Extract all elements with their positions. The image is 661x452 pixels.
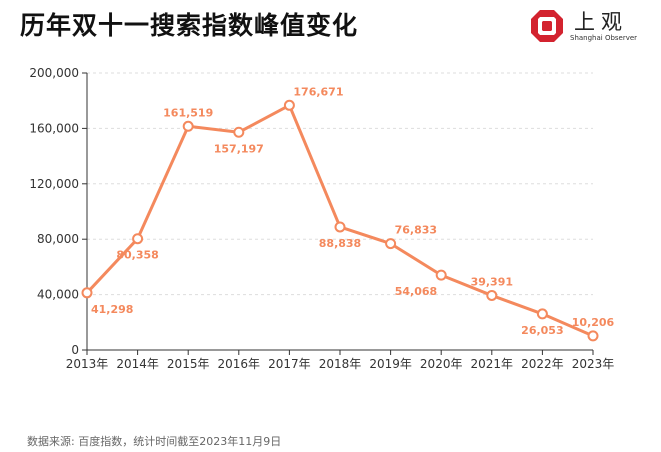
data-label: 161,519 xyxy=(163,106,213,119)
data-labels: 41,298 80,358 161,519 157,197 176,671 88,838 7… xyxy=(91,85,615,337)
y-tick-label: 160,000 xyxy=(29,121,79,135)
axes: 0 40,000 80,000 120,000 160,000 200,000 2013年 2… xyxy=(29,66,614,371)
data-label: 41,298 xyxy=(91,303,133,316)
data-label: 157,197 xyxy=(214,142,264,155)
data-point xyxy=(486,289,498,301)
data-point xyxy=(385,238,397,250)
x-tick-label: 2018年 xyxy=(319,357,362,371)
data-label: 176,671 xyxy=(293,85,343,98)
x-tick-label: 2014年 xyxy=(116,357,159,371)
data-label: 76,833 xyxy=(395,224,437,237)
y-tick-label: 200,000 xyxy=(29,66,79,80)
data-label: 39,391 xyxy=(471,275,513,288)
logo-name: 上观 xyxy=(574,10,628,34)
logo-subtitle: Shanghai Observer xyxy=(570,34,638,42)
logo-icon xyxy=(531,10,563,42)
data-point xyxy=(435,269,447,281)
data-label: 10,206 xyxy=(572,316,615,329)
page-title: 历年双十一搜索指数峰值变化 xyxy=(20,11,359,40)
x-tick-label: 2017年 xyxy=(268,357,311,371)
data-label: 80,358 xyxy=(116,249,158,262)
series xyxy=(81,99,599,342)
data-source-note: 数据来源: 百度指数，统计时间截至2023年11月9日 xyxy=(27,435,282,448)
y-tick-label: 0 xyxy=(71,343,79,357)
series-line xyxy=(85,103,595,338)
data-point xyxy=(233,126,245,138)
data-label: 88,838 xyxy=(319,237,361,250)
data-point xyxy=(283,99,295,111)
x-tick-label: 2013年 xyxy=(66,357,109,371)
data-point xyxy=(334,221,346,233)
x-tick-label: 2019年 xyxy=(369,357,412,371)
x-tick-label: 2021年 xyxy=(471,357,514,371)
x-tick-label: 2020年 xyxy=(420,357,463,371)
y-tick-label: 120,000 xyxy=(29,177,79,191)
x-tick-label: 2016年 xyxy=(218,357,261,371)
y-tick-label: 80,000 xyxy=(37,232,79,246)
logo: 上观 Shanghai Observer xyxy=(530,6,655,50)
data-point xyxy=(587,330,599,342)
data-point xyxy=(536,308,548,320)
y-tick-label: 40,000 xyxy=(37,288,79,302)
data-label: 54,068 xyxy=(395,285,437,298)
data-point xyxy=(182,120,194,132)
data-label: 26,053 xyxy=(521,324,563,337)
x-tick-label: 2015年 xyxy=(167,357,210,371)
x-tick-label: 2022年 xyxy=(521,357,564,371)
data-point xyxy=(132,233,144,245)
data-point xyxy=(81,287,93,299)
grid-lines xyxy=(87,72,593,296)
x-tick-label: 2023年 xyxy=(572,357,615,371)
